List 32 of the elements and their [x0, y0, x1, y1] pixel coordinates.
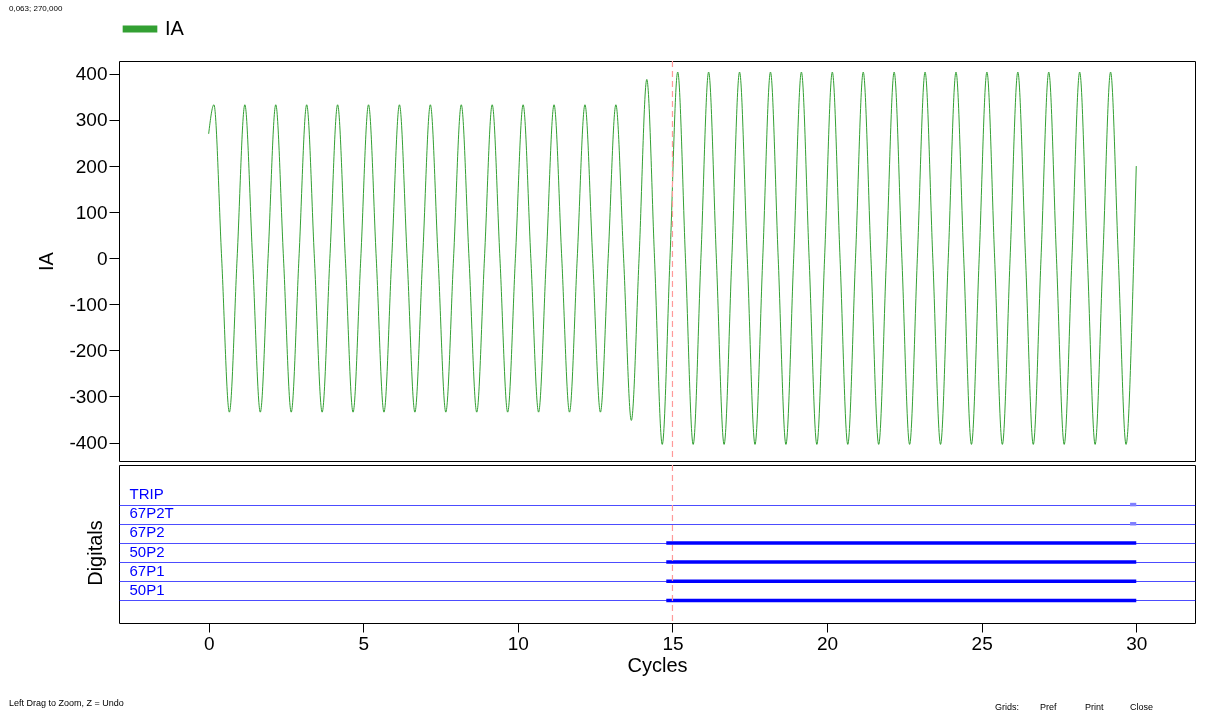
y-tick-label: 67P2T [129, 504, 174, 522]
y-tick-label: 200 [75, 155, 108, 177]
x-tick-label: 5 [358, 632, 370, 654]
y-tick-label: 50P2 [129, 542, 165, 560]
x-tick-label: 15 [662, 632, 684, 654]
y-axis-title: IA [35, 251, 58, 271]
x-tick-label: 10 [507, 632, 529, 654]
x-axis-title: Cycles [627, 653, 688, 676]
y-tick-label: 300 [75, 109, 108, 131]
y-tick-label: -100 [69, 293, 108, 315]
y-axis-title: Digitals [83, 520, 106, 586]
y-tick-label: 50P1 [129, 580, 165, 598]
y-tick-label: -300 [69, 385, 108, 407]
legend-label: IA [165, 17, 185, 39]
y-tick-label: 0 [96, 247, 108, 269]
text: 0,063; 270,000 [9, 4, 63, 13]
y-tick-label: TRIP [129, 485, 164, 503]
y-tick-label: -400 [69, 432, 108, 454]
y-tick-label: 67P1 [129, 561, 165, 579]
text: Close [1130, 702, 1154, 712]
text: Grids: [995, 702, 1020, 712]
y-tick-label: 67P2 [129, 523, 165, 541]
y-tick-label: 100 [75, 201, 108, 223]
y-tick-label: 400 [75, 63, 108, 85]
x-tick-label: 30 [1126, 632, 1148, 654]
text: Print [1085, 702, 1104, 712]
y-tick-label: -200 [69, 339, 108, 361]
x-tick-label: 25 [971, 632, 993, 654]
x-tick-label: 20 [816, 632, 839, 654]
text: Pref [1040, 702, 1058, 712]
text: Left Drag to Zoom, Z = Undo [9, 698, 124, 708]
x-tick-label: 0 [203, 632, 215, 654]
